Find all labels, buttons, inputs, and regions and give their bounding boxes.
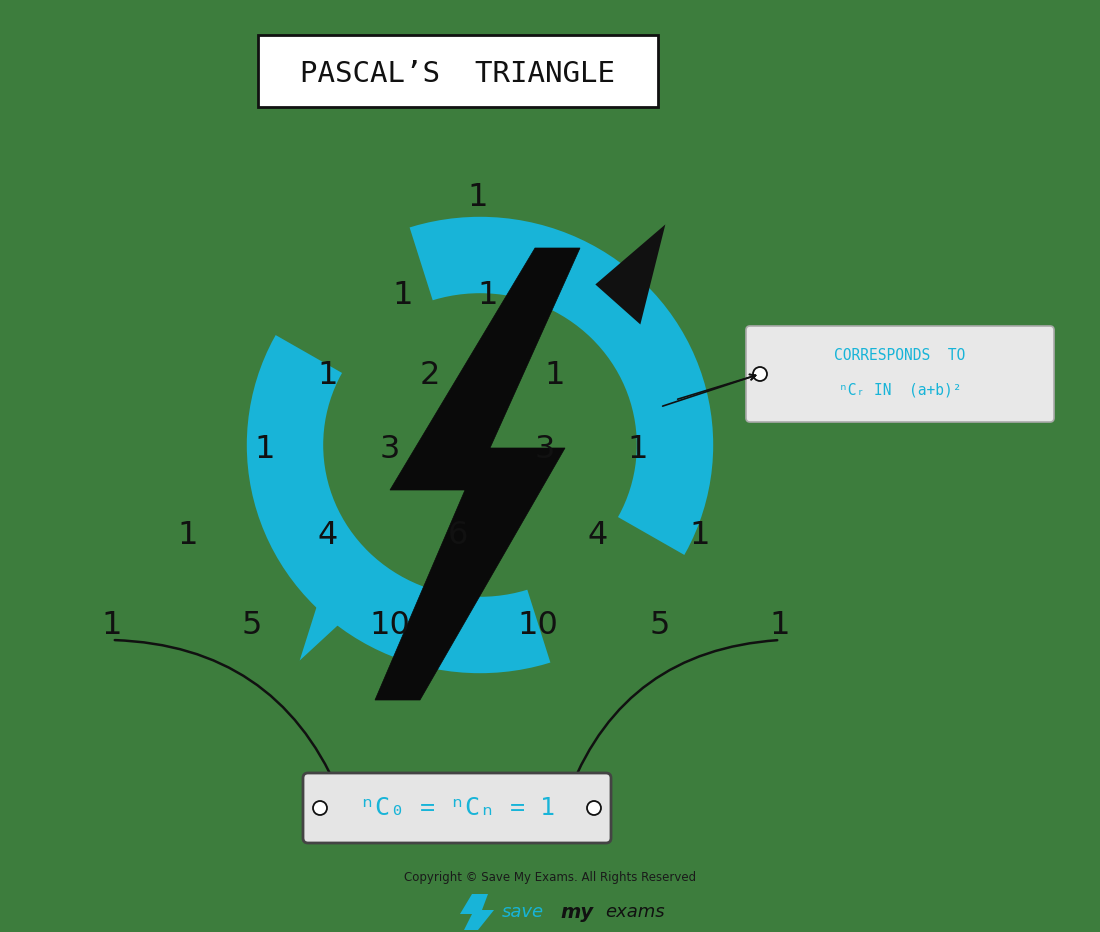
Text: 1: 1: [393, 280, 414, 310]
Circle shape: [314, 801, 327, 815]
Text: exams: exams: [605, 903, 664, 921]
Text: 2: 2: [420, 360, 440, 391]
Text: 6: 6: [448, 519, 469, 551]
Text: ⁿCᵣ IN  (a+b)²: ⁿCᵣ IN (a+b)²: [838, 382, 961, 398]
Text: 4: 4: [318, 519, 338, 551]
Text: Copyright © Save My Exams. All Rights Reserved: Copyright © Save My Exams. All Rights Re…: [404, 870, 696, 884]
FancyBboxPatch shape: [258, 35, 658, 107]
Text: 1: 1: [101, 610, 122, 640]
Text: 1: 1: [628, 434, 648, 465]
Text: 5: 5: [650, 610, 670, 640]
Text: 1: 1: [255, 434, 275, 465]
Text: 3: 3: [535, 434, 556, 465]
Text: 3: 3: [379, 434, 400, 465]
Text: 10: 10: [518, 610, 559, 640]
Circle shape: [587, 801, 601, 815]
FancyBboxPatch shape: [746, 326, 1054, 422]
Text: 1: 1: [178, 519, 198, 551]
Text: 4: 4: [587, 519, 608, 551]
Text: 1: 1: [468, 183, 488, 213]
Text: 1: 1: [690, 519, 711, 551]
Text: my: my: [560, 902, 593, 922]
Text: 5: 5: [242, 610, 262, 640]
Text: 1: 1: [318, 360, 339, 391]
FancyBboxPatch shape: [302, 773, 610, 843]
Text: ⁿC₀ = ⁿCₙ = 1: ⁿC₀ = ⁿCₙ = 1: [360, 796, 554, 820]
Text: 1: 1: [770, 610, 790, 640]
Polygon shape: [595, 225, 666, 324]
Polygon shape: [299, 566, 365, 661]
Text: 10: 10: [370, 610, 410, 640]
Polygon shape: [375, 248, 580, 700]
Text: save: save: [502, 903, 544, 921]
Circle shape: [754, 367, 767, 381]
Text: PASCAL’S  TRIANGLE: PASCAL’S TRIANGLE: [300, 60, 616, 88]
Text: CORRESPONDS  TO: CORRESPONDS TO: [835, 349, 966, 363]
Polygon shape: [460, 894, 494, 930]
Text: 1: 1: [477, 280, 498, 310]
Text: 1: 1: [544, 360, 565, 391]
